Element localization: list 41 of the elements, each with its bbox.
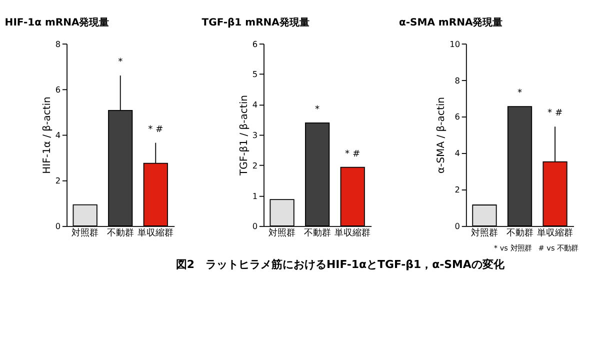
annotation: * bbox=[118, 58, 124, 68]
annotation: * # bbox=[547, 108, 563, 119]
x-tick-label: 対照群 bbox=[268, 228, 296, 239]
chart-title: TGF-β1 mRNA発現量 bbox=[202, 16, 310, 28]
y-tick-label: 2 bbox=[454, 184, 460, 195]
y-tick-label: 1 bbox=[252, 190, 258, 201]
x-tick-label: 対照群 bbox=[470, 228, 498, 239]
x-tick-label: 不動群 bbox=[106, 228, 134, 239]
y-tick-label: 8 bbox=[454, 75, 460, 86]
text: 図2 ラットヒラメ筋におけるHIF-1αとTGF-β1，α-SMAの変化 bbox=[176, 258, 506, 271]
x-tick-label: 単収縮群 bbox=[334, 228, 371, 239]
y-tick-label: 6 bbox=[252, 38, 258, 49]
y-tick-label: 4 bbox=[55, 130, 61, 140]
y-tick-label: 10 bbox=[450, 38, 460, 49]
x-tick-label: 不動群 bbox=[304, 228, 331, 239]
y-tick-label: 4 bbox=[252, 100, 258, 110]
y-tick-label: 0 bbox=[454, 221, 460, 232]
y-tick-label: 2 bbox=[55, 176, 61, 186]
annotation: * # bbox=[345, 149, 360, 160]
y-axis-title: TGF-β1 / β-actin bbox=[238, 95, 250, 176]
y-tick-label: 5 bbox=[252, 69, 258, 80]
y-tick-label: 0 bbox=[252, 221, 258, 232]
y-tick-label: 3 bbox=[252, 130, 258, 140]
annotation: * bbox=[315, 104, 320, 115]
x-tick-label: 単収縮群 bbox=[138, 228, 174, 239]
y-tick-label: 6 bbox=[55, 84, 61, 94]
y-tick-label: 6 bbox=[454, 112, 460, 122]
annotation: * bbox=[517, 88, 522, 99]
chart-title: α-SMA mRNA発現量 bbox=[398, 16, 503, 28]
x-tick-label: 対照群 bbox=[72, 228, 99, 239]
y-tick-label: 2 bbox=[252, 160, 258, 170]
y-axis-title: α-SMA / β-actin bbox=[436, 96, 448, 174]
y-axis-title: HIF-1α / β-actin bbox=[42, 96, 53, 174]
y-tick-label: 8 bbox=[55, 38, 61, 49]
y-tick-label: 0 bbox=[55, 221, 61, 232]
y-tick-label: 4 bbox=[454, 148, 460, 158]
x-tick-label: 不動群 bbox=[506, 228, 534, 239]
x-tick-label: 単収縮群 bbox=[537, 228, 574, 239]
annotation: * # bbox=[148, 124, 164, 135]
text: * vs 対照群 # vs 不動群 bbox=[494, 244, 578, 253]
chart-title: HIF-1α mRNA発現量 bbox=[4, 16, 110, 28]
